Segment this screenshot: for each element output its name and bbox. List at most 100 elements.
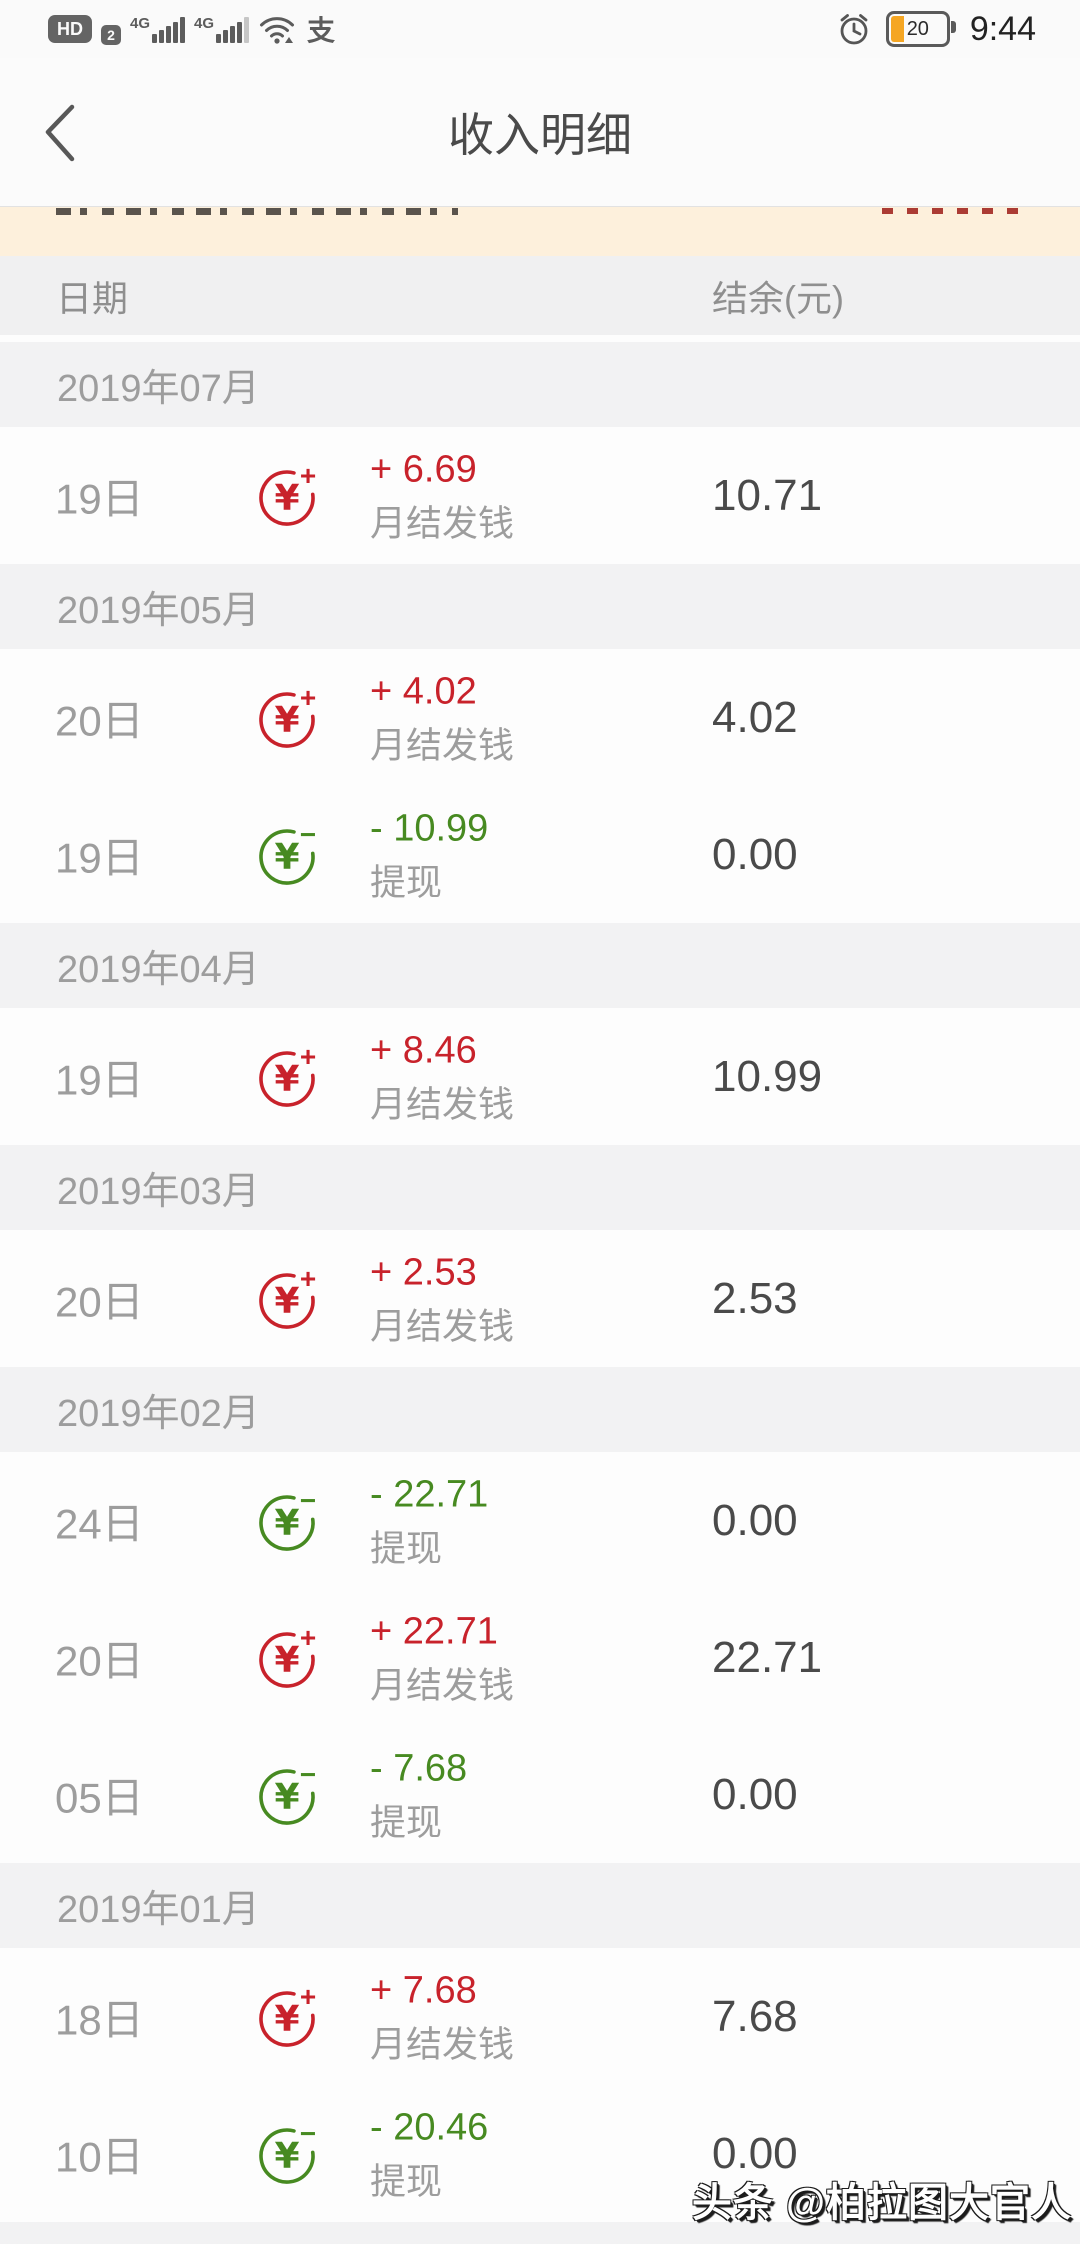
yuan-circle-icon: ¥ + xyxy=(254,1266,320,1332)
yuan-circle-icon: ¥ + xyxy=(254,1625,320,1691)
row-main: + 7.68 月结发钱 xyxy=(370,1969,514,2064)
chevron-left-icon xyxy=(45,104,75,162)
month-label: 2019年05月 xyxy=(57,590,260,632)
signal-strength-icon: 4G xyxy=(130,14,186,43)
row-day: 19日 xyxy=(55,475,144,522)
row-amount: + 2.53 xyxy=(370,1250,477,1293)
nav-header: 收入明细 xyxy=(0,58,1080,207)
wifi-icon xyxy=(258,13,296,45)
row-type: 月结发钱 xyxy=(370,1083,515,1125)
row-amount: + 4.02 xyxy=(370,669,477,712)
transaction-list: 2019年07月 19日 ¥ + + 6.69 月结发钱 10.71 2019年… xyxy=(0,342,1080,2222)
row-main: + 22.71 月结发钱 xyxy=(370,1610,514,1705)
row-amount: - 10.99 xyxy=(370,806,489,849)
month-header: 2019年04月 xyxy=(0,923,1080,1008)
column-header-balance: 结余(元) xyxy=(712,277,844,319)
sign-glyph: − xyxy=(300,1762,316,1790)
sign-glyph: − xyxy=(300,2121,316,2149)
row-amount: - 7.68 xyxy=(370,1746,468,1789)
transaction-row[interactable]: 05日 ¥ − - 7.68 提现 0.00 xyxy=(0,1726,1080,1863)
clipped-amount-fragments xyxy=(882,208,1032,214)
svg-text:¥: ¥ xyxy=(274,478,299,519)
row-amount: + 7.68 xyxy=(370,1968,477,2011)
battery-icon: 20 xyxy=(885,11,956,47)
sign-glyph: + xyxy=(300,685,316,713)
month-label: 2019年04月 xyxy=(57,949,260,991)
status-time: 9:44 xyxy=(969,9,1036,48)
watermark: 头条 @柏拉图大官人 xyxy=(691,2181,1072,2225)
row-day: 20日 xyxy=(55,697,144,744)
sign-glyph: + xyxy=(300,1044,316,1072)
sign-glyph: + xyxy=(300,1625,316,1653)
transaction-row[interactable]: 24日 ¥ − - 22.71 提现 0.00 xyxy=(0,1452,1080,1589)
column-header-date: 日期 xyxy=(56,277,129,319)
row-amount: + 6.69 xyxy=(370,447,477,490)
row-day: 19日 xyxy=(55,1056,144,1103)
row-type: 月结发钱 xyxy=(370,1305,515,1347)
sim2-badge-icon: 2 xyxy=(101,25,121,45)
transaction-row[interactable]: 19日 ¥ + + 8.46 月结发钱 10.99 xyxy=(0,1008,1080,1145)
row-balance: 0.00 xyxy=(712,2128,798,2178)
row-day: 20日 xyxy=(55,1278,144,1325)
svg-text:¥: ¥ xyxy=(274,1640,299,1681)
back-button[interactable] xyxy=(36,97,96,167)
transaction-row[interactable]: 20日 ¥ + + 4.02 月结发钱 4.02 xyxy=(0,649,1080,786)
row-day: 05日 xyxy=(55,1774,144,1821)
network-type-label: 4G xyxy=(194,14,215,32)
network-type-label: 4G xyxy=(130,14,151,32)
yuan-circle-icon: ¥ − xyxy=(254,2121,320,2187)
sign-glyph: + xyxy=(300,1266,316,1294)
row-main: + 4.02 月结发钱 xyxy=(370,670,514,765)
yuan-circle-icon: ¥ + xyxy=(254,463,320,529)
sign-glyph: − xyxy=(300,822,316,850)
row-type: 月结发钱 xyxy=(370,724,515,766)
row-balance: 0.00 xyxy=(712,1495,798,1545)
battery-fill xyxy=(890,16,904,42)
transaction-row[interactable]: 20日 ¥ + + 22.71 月结发钱 22.71 xyxy=(0,1589,1080,1726)
transaction-row[interactable]: 18日 ¥ + + 7.68 月结发钱 7.68 xyxy=(0,1948,1080,2085)
svg-text:¥: ¥ xyxy=(274,1059,299,1100)
row-balance: 2.53 xyxy=(712,1273,798,1323)
month-header: 2019年05月 xyxy=(0,564,1080,649)
month-header: 2019年03月 xyxy=(0,1145,1080,1230)
row-type: 月结发钱 xyxy=(370,1664,515,1706)
month-label: 2019年03月 xyxy=(57,1171,260,1213)
row-type: 月结发钱 xyxy=(370,2023,515,2065)
transaction-row[interactable]: 10日 ¥ − - 20.46 提现 0.00 xyxy=(0,2085,1080,2222)
signal-strength-icon-2: 4G xyxy=(194,14,250,43)
yuan-circle-icon: ¥ + xyxy=(254,1984,320,2050)
month-header: 2019年01月 xyxy=(0,1863,1080,1948)
row-main: + 8.46 月结发钱 xyxy=(370,1029,514,1124)
clipped-text-fragments xyxy=(56,208,458,215)
row-main: - 22.71 提现 xyxy=(370,1473,488,1568)
yuan-circle-icon: ¥ − xyxy=(254,822,320,888)
svg-text:¥: ¥ xyxy=(274,2136,299,2177)
transaction-row[interactable]: 19日 ¥ − - 10.99 提现 0.00 xyxy=(0,786,1080,923)
month-label: 2019年02月 xyxy=(57,1393,260,1435)
row-day: 18日 xyxy=(55,1996,144,2043)
sign-glyph: − xyxy=(300,1488,316,1516)
row-balance: 10.99 xyxy=(712,1051,823,1101)
row-day: 10日 xyxy=(55,2133,144,2180)
row-balance: 4.02 xyxy=(712,692,798,742)
page-title: 收入明细 xyxy=(448,109,632,161)
transaction-row[interactable]: 19日 ¥ + + 6.69 月结发钱 10.71 xyxy=(0,427,1080,564)
transaction-row[interactable]: 20日 ¥ + + 2.53 月结发钱 2.53 xyxy=(0,1230,1080,1367)
month-label: 2019年01月 xyxy=(57,1889,260,1931)
row-balance: 0.00 xyxy=(712,1769,798,1819)
svg-text:¥: ¥ xyxy=(274,700,299,741)
row-type: 提现 xyxy=(370,1801,443,1843)
table-header: 日期 结余(元) xyxy=(0,256,1080,335)
yuan-circle-icon: ¥ − xyxy=(254,1488,320,1554)
next-month-band-clipped xyxy=(0,2222,1080,2244)
row-balance: 10.71 xyxy=(712,470,823,520)
row-main: - 7.68 提现 xyxy=(370,1747,467,1842)
row-type: 提现 xyxy=(370,861,443,903)
clipped-list-row[interactable] xyxy=(0,207,1080,256)
row-type: 提现 xyxy=(370,2160,443,2202)
status-bar-left: HD 2 4G 4G 支 xyxy=(48,9,335,49)
row-main: + 6.69 月结发钱 xyxy=(370,448,514,543)
svg-text:¥: ¥ xyxy=(274,1777,299,1818)
alarm-icon xyxy=(836,11,872,47)
